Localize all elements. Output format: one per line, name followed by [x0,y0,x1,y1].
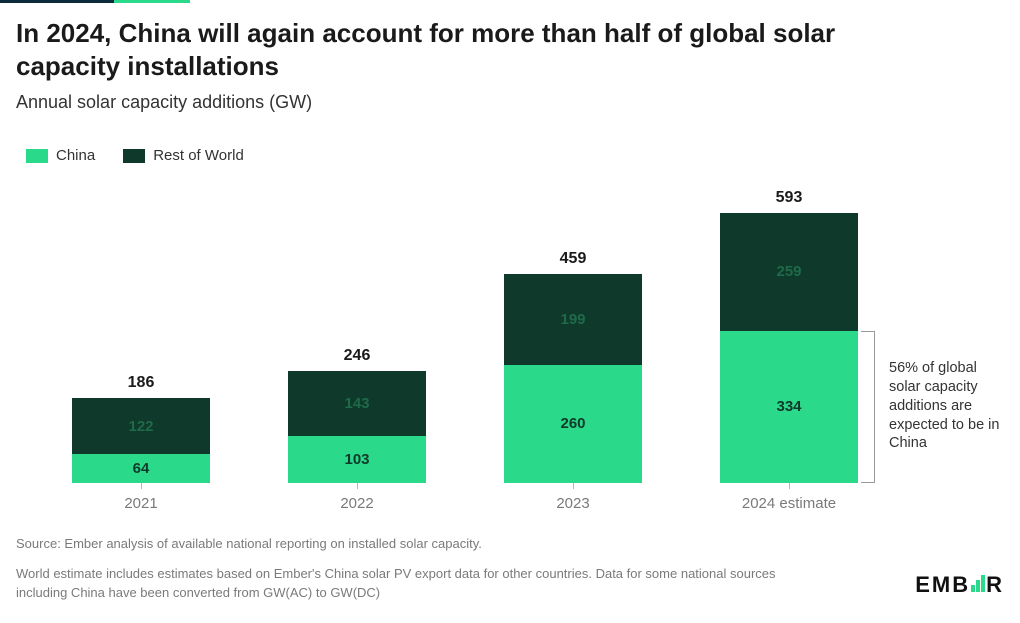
bar-total-label: 246 [344,347,371,365]
footer-source: Source: Ember analysis of available nati… [16,534,816,554]
bar-group: 246 143103 2022 [288,347,426,512]
bar-segment-row: 122 [72,398,210,454]
bar-total-label: 459 [560,250,587,268]
chart-area: 186 12264 2021 246 143103 2022 459 199260 2023 59… [16,192,1004,512]
brand-logo: EMBR [915,568,1004,601]
footer-note: World estimate includes estimates based … [16,564,816,603]
legend: China Rest of World [16,147,1004,164]
bar-stack: 143103 [288,371,426,483]
x-axis-label: 2024 estimate [742,495,836,512]
x-tick [789,483,790,489]
legend-label-china: China [56,147,95,164]
x-tick [357,483,358,489]
legend-item-row: Rest of World [123,147,244,164]
bar-segment-row: 143 [288,371,426,436]
chart-title: In 2024, China will again account for mo… [16,17,946,82]
x-tick [141,483,142,489]
bar-stack: 259334 [720,213,858,483]
bar-group: 186 12264 2021 [72,374,210,512]
bar-segment-row: 259 [720,213,858,331]
legend-label-row: Rest of World [153,147,244,164]
annotation-text: 56% of global solar capacity additions a… [889,359,1004,453]
legend-swatch-china [26,149,48,163]
bar-total-label: 593 [776,189,803,207]
bar-segment-china: 260 [504,365,642,483]
legend-swatch-row [123,149,145,163]
x-axis-label: 2022 [340,495,373,512]
x-tick [573,483,574,489]
footer: Source: Ember analysis of available nati… [16,534,1004,603]
bar-segment-china: 64 [72,454,210,483]
bar-stack: 12264 [72,398,210,483]
x-axis-label: 2023 [556,495,589,512]
x-axis-label: 2021 [124,495,157,512]
bar-group: 593 259334 2024 estimate [720,189,858,512]
legend-item-china: China [26,147,95,164]
bar-total-label: 186 [128,374,155,392]
bar-segment-china: 103 [288,436,426,483]
bar-stack: 199260 [504,274,642,483]
bar-segment-row: 199 [504,274,642,365]
annotation-bracket [861,331,875,483]
chart-subtitle: Annual solar capacity additions (GW) [16,92,1004,113]
logo-bars-icon [971,574,985,592]
bar-segment-china: 334 [720,331,858,483]
bars-row: 186 12264 2021 246 143103 2022 459 199260 2023 59… [16,192,858,512]
bar-group: 459 199260 2023 [504,250,642,512]
top-accent-bar [0,0,190,3]
